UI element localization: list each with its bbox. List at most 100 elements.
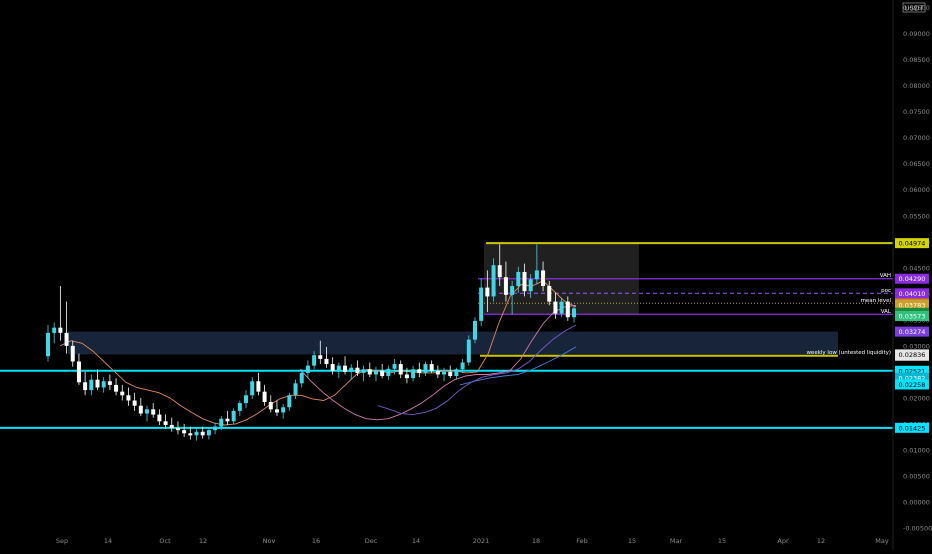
candle xyxy=(58,286,63,341)
candle xyxy=(472,317,477,344)
candle-body xyxy=(58,327,63,333)
price-badge-cyan_lower: 0.01425 xyxy=(895,422,929,433)
candle xyxy=(522,263,527,297)
candle-body xyxy=(479,287,484,321)
candle-body xyxy=(231,410,236,422)
candle xyxy=(213,422,218,435)
candle xyxy=(83,371,88,396)
level-label-vah: VAH xyxy=(880,273,891,279)
candles-layer xyxy=(46,244,576,441)
candle-body xyxy=(553,301,558,314)
price-badge-bg xyxy=(895,311,929,322)
candle xyxy=(305,360,310,379)
candle xyxy=(200,426,205,439)
y-tick-label: 0.09000 xyxy=(903,30,930,38)
candle xyxy=(114,378,119,396)
candle xyxy=(392,358,397,375)
candle-body xyxy=(256,381,261,392)
candle xyxy=(330,357,335,375)
candle xyxy=(194,429,199,441)
candle-body xyxy=(126,395,131,401)
candle xyxy=(528,274,533,298)
candle-body xyxy=(367,369,372,375)
levels-layer: VAH poc mean level VAL weekly low (untested … xyxy=(0,242,893,429)
candle-body xyxy=(404,374,409,379)
candle xyxy=(398,360,403,379)
candle xyxy=(411,365,416,382)
y-tick-label: 0.08000 xyxy=(903,82,930,90)
candle xyxy=(565,296,570,321)
price-badge-text: 0.02521 xyxy=(899,367,926,375)
x-tick-label: 12 xyxy=(199,537,207,545)
candle-body xyxy=(132,400,137,406)
candle xyxy=(355,360,360,377)
candle xyxy=(287,392,292,411)
candle xyxy=(120,384,125,401)
candle-body xyxy=(138,405,143,414)
price-badge-bg xyxy=(895,373,929,384)
y-tick-label: 0.07000 xyxy=(903,134,930,142)
price-badge: 0.02836 xyxy=(895,349,929,360)
x-tick-label: 2021 xyxy=(473,537,490,545)
candle xyxy=(95,369,100,391)
candle xyxy=(386,365,391,380)
candle-body xyxy=(435,370,440,375)
candle-body xyxy=(355,367,360,373)
y-tick-label: 0.00000 xyxy=(903,498,930,506)
candle xyxy=(145,405,150,422)
candle xyxy=(336,362,341,379)
x-tick-label: Sep xyxy=(56,537,68,545)
x-tick-label: Oct xyxy=(159,537,171,545)
candle-body xyxy=(324,358,329,365)
time-axis: Sep 14 Oct 12 Nov 16 Dec 14 2021 18 Feb 15 Mar 15 Apr 1… xyxy=(56,537,889,545)
candle xyxy=(188,426,193,440)
candle-body xyxy=(163,421,168,425)
candle xyxy=(380,364,385,379)
candle-body xyxy=(76,361,81,383)
candle-body xyxy=(361,369,366,373)
price-badge-bg xyxy=(895,349,929,360)
currency-badge[interactable]: USDT xyxy=(902,2,926,13)
candle xyxy=(324,346,329,368)
moving-averages-layer xyxy=(59,280,577,426)
candle xyxy=(367,362,372,378)
candle-body xyxy=(572,308,576,318)
candle xyxy=(250,377,255,399)
price-badge-poc: 0.04010 xyxy=(895,288,929,299)
candle-body xyxy=(145,409,150,414)
candle-body xyxy=(343,365,348,372)
candle-body xyxy=(454,369,459,377)
price-badge-top_yellow: 0.04974 xyxy=(895,238,929,249)
candle xyxy=(225,410,230,425)
y-tick-label: 0.07500 xyxy=(903,108,930,116)
candle-body xyxy=(380,370,385,377)
candle-body xyxy=(373,370,378,375)
price-badge-bg xyxy=(895,365,929,376)
y-tick-label: 0.06500 xyxy=(903,160,930,168)
candle-body xyxy=(485,287,490,297)
candle-body xyxy=(169,424,174,429)
candle xyxy=(343,356,348,375)
candle-body xyxy=(206,430,211,436)
y-tick-label: 0.06000 xyxy=(903,186,930,194)
x-tick-label: Dec xyxy=(365,537,378,545)
candle xyxy=(572,305,576,323)
candle-body xyxy=(522,271,527,292)
candle xyxy=(479,278,484,327)
x-tick-label: 15 xyxy=(718,537,726,545)
candle xyxy=(547,280,552,306)
candle-body xyxy=(423,364,428,373)
candle-body xyxy=(417,369,422,373)
candle-body xyxy=(541,270,546,287)
candle-body xyxy=(244,395,249,404)
candle xyxy=(454,367,459,380)
x-tick-label: Nov xyxy=(263,537,276,545)
moving-average-ma_orange xyxy=(59,280,577,426)
price-badge-text: 0.04290 xyxy=(899,275,926,283)
candle xyxy=(89,374,94,396)
x-tick-label: Mar xyxy=(670,537,683,545)
candle xyxy=(404,367,409,384)
x-tick-label: 14 xyxy=(104,537,112,545)
